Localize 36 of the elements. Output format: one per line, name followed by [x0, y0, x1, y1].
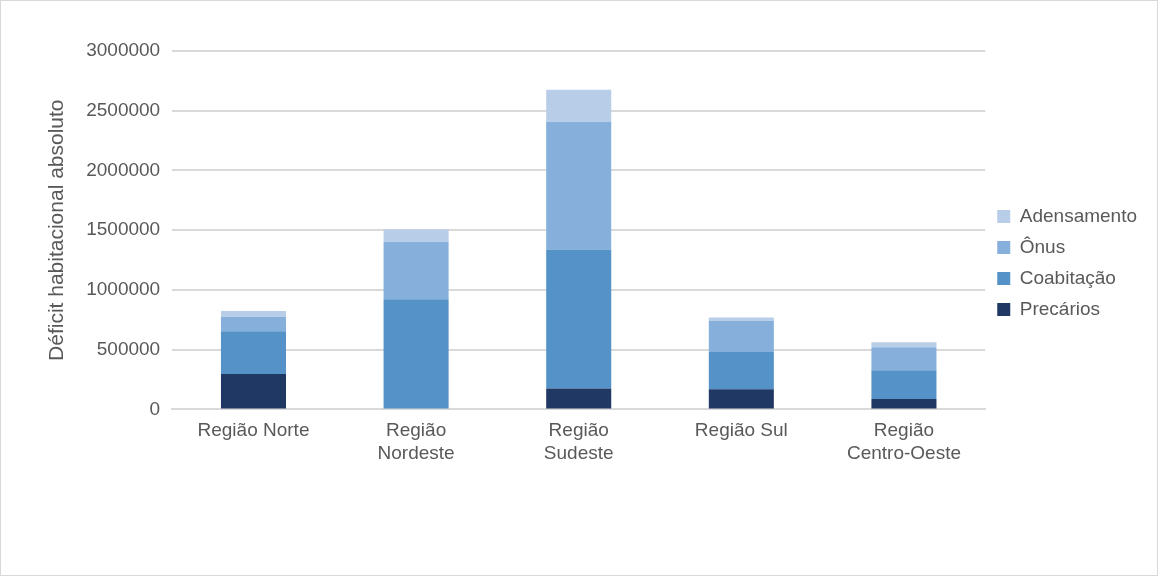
- bar: [220, 311, 286, 317]
- x-tick-label: Região Centro-Oeste: [846, 419, 961, 463]
- bar: [383, 241, 449, 300]
- bar: [220, 316, 286, 332]
- legend-label: Coabitação: [1019, 266, 1116, 288]
- bar: [871, 342, 937, 348]
- legend-label: Precários: [1019, 297, 1100, 319]
- bar: [708, 317, 774, 322]
- bar: [546, 121, 612, 250]
- y-tick-label: 500000: [96, 337, 161, 359]
- bar: [220, 331, 286, 374]
- bar: [383, 229, 449, 242]
- y-tick-label: 1500000: [86, 218, 161, 240]
- y-tick-label: 3000000: [86, 39, 161, 61]
- x-tick-label: Região Sudeste: [543, 419, 614, 463]
- y-tick-label: 1000000: [86, 278, 161, 300]
- x-tick-label: Região Sul: [694, 419, 788, 441]
- bar: [220, 373, 286, 409]
- y-tick-label: 2500000: [86, 98, 161, 120]
- bar: [708, 352, 774, 390]
- x-tick-label: Região Norte: [197, 419, 310, 441]
- x-tick-label: Região Nordeste: [377, 419, 455, 463]
- bar: [871, 399, 937, 409]
- y-tick-label: 0: [149, 397, 161, 419]
- bar: [871, 370, 937, 400]
- legend-label: Adensamento: [1019, 204, 1137, 226]
- bar: [546, 249, 612, 389]
- bar: [546, 89, 612, 122]
- y-tick-label: 2000000: [86, 158, 161, 180]
- bar: [708, 389, 774, 409]
- bar: [546, 388, 612, 409]
- bar: [708, 321, 774, 353]
- bar: [383, 299, 449, 409]
- legend-label: Ônus: [1019, 235, 1066, 257]
- bar: [871, 347, 937, 371]
- y-axis-title: Déficit habitacional absoluto: [44, 99, 68, 361]
